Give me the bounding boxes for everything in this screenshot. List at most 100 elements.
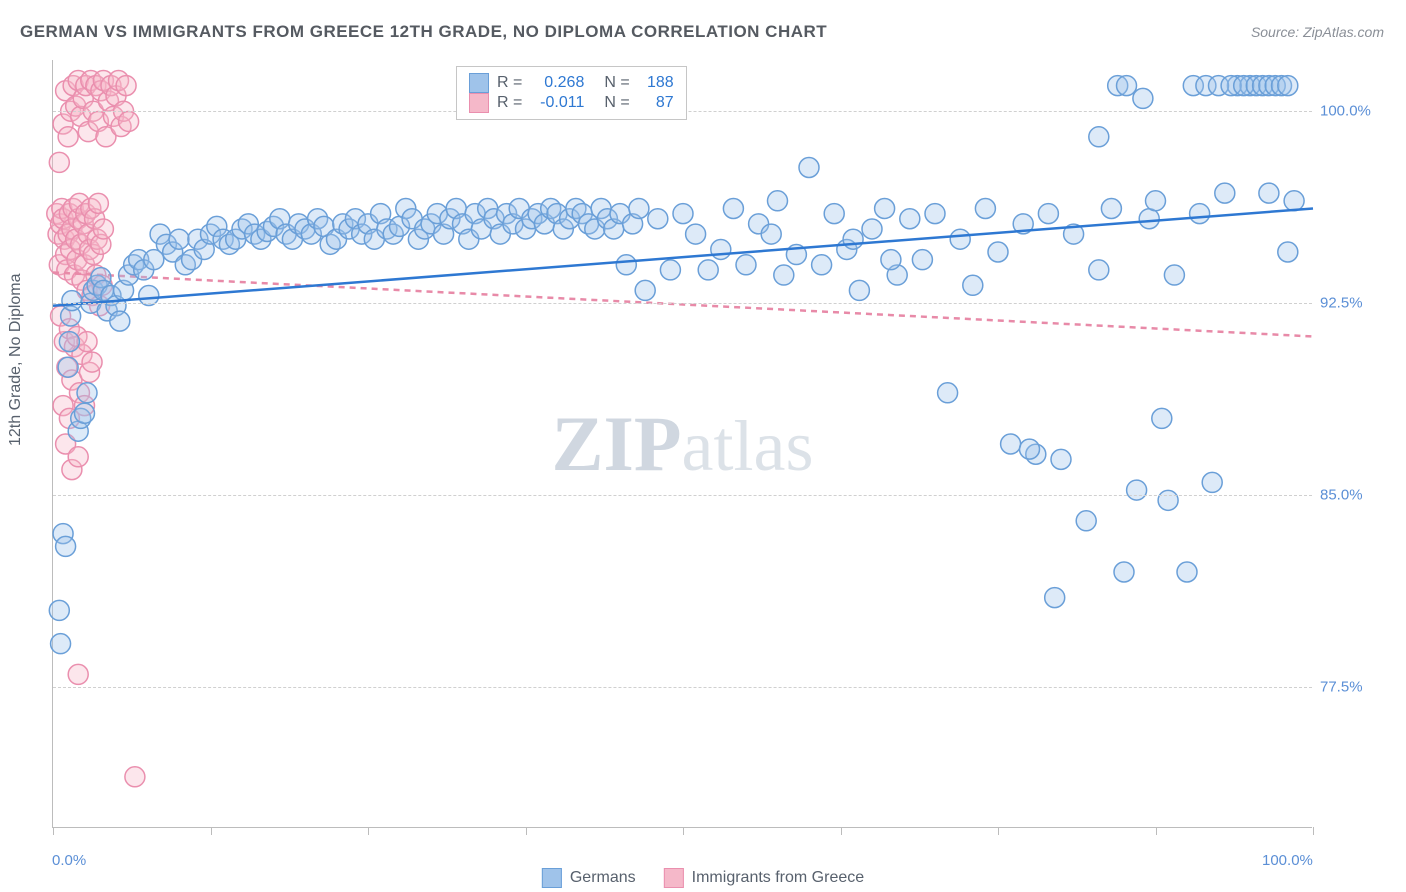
x-axis-label: 100.0% [1262,852,1313,869]
scatter-point [881,250,901,270]
scatter-point [58,127,78,147]
scatter-point [1133,88,1153,108]
scatter-point [774,265,794,285]
scatter-point [963,275,983,295]
y-tick-label: 100.0% [1320,103,1384,120]
scatter-point [1076,511,1096,531]
scatter-point [1101,198,1121,218]
scatter-point [950,229,970,249]
scatter-point [1284,191,1304,211]
gridline-h [53,303,1312,304]
scatter-point [1164,265,1184,285]
scatter-point [116,76,136,96]
legend-swatch [469,73,489,93]
scatter-point [56,536,76,556]
scatter-point [723,198,743,218]
scatter-point [1215,183,1235,203]
bottom-legend-item: Immigrants from Greece [664,868,864,888]
scatter-point [59,332,79,352]
scatter-point [51,634,71,654]
scatter-point [1139,209,1159,229]
gridline-h [53,687,1312,688]
chart-title: GERMAN VS IMMIGRANTS FROM GREECE 12TH GR… [20,22,827,42]
scatter-point [1114,562,1134,582]
scatter-point [975,198,995,218]
scatter-point [673,204,693,224]
legend-n-label: N = [604,74,629,92]
legend-swatch [469,93,489,113]
scatter-point [1152,408,1172,428]
gridline-h [53,495,1312,496]
scatter-point [1127,480,1147,500]
scatter-point [1089,127,1109,147]
scatter-point [875,198,895,218]
scatter-point [1038,204,1058,224]
scatter-point [1177,562,1197,582]
x-tick [683,827,684,835]
scatter-point [660,260,680,280]
scatter-point [799,158,819,178]
scatter-point [49,600,69,620]
scatter-point [1190,204,1210,224]
scatter-point [824,204,844,224]
correlation-legend: R =0.268N =188R =-0.011N =87 [456,66,687,120]
scatter-point [862,219,882,239]
scatter-point [1202,472,1222,492]
scatter-point [169,229,189,249]
scatter-point [1117,76,1137,96]
bottom-legend-item: Germans [542,868,636,888]
scatter-point [58,357,78,377]
scatter-point [925,204,945,224]
scatter-point [900,209,920,229]
scatter-point [93,219,113,239]
scatter-point [648,209,668,229]
scatter-point [125,767,145,787]
x-tick [526,827,527,835]
scatter-point [1045,588,1065,608]
scatter-point [119,111,139,131]
legend-r-value: 0.268 [530,74,584,92]
scatter-svg [53,60,1312,827]
scatter-point [68,447,88,467]
scatter-point [1051,449,1071,469]
legend-row: R =0.268N =188 [469,73,674,93]
scatter-point [1259,183,1279,203]
y-axis-label: 12th Grade, No Diploma [7,273,25,446]
scatter-point [1146,191,1166,211]
x-tick [1156,827,1157,835]
x-tick [368,827,369,835]
chart-container: GERMAN VS IMMIGRANTS FROM GREECE 12TH GR… [0,0,1406,892]
legend-swatch [664,868,684,888]
x-tick [998,827,999,835]
scatter-point [988,242,1008,262]
scatter-point [912,250,932,270]
x-tick [1313,827,1314,835]
scatter-point [1158,490,1178,510]
scatter-point [1089,260,1109,280]
y-tick-label: 92.5% [1320,295,1384,312]
x-tick [53,827,54,835]
y-tick-label: 77.5% [1320,679,1384,696]
scatter-point [686,224,706,244]
scatter-point [635,280,655,300]
legend-r-label: R = [497,94,522,112]
series-legend: Germans Immigrants from Greece [542,868,864,888]
scatter-point [49,152,69,172]
scatter-point [629,198,649,218]
x-tick [211,827,212,835]
legend-n-value: 188 [638,74,674,92]
legend-r-value: -0.011 [530,94,584,112]
bottom-legend-label: Germans [570,869,636,887]
scatter-point [768,191,788,211]
scatter-point [849,280,869,300]
trend-line [53,272,1313,336]
legend-row: R =-0.011N =87 [469,93,674,113]
scatter-point [75,403,95,423]
scatter-point [812,255,832,275]
scatter-point [77,383,97,403]
source-label: Source: ZipAtlas.com [1251,24,1384,40]
y-tick-label: 85.0% [1320,487,1384,504]
scatter-point [711,239,731,259]
bottom-legend-label: Immigrants from Greece [692,869,864,887]
scatter-point [761,224,781,244]
